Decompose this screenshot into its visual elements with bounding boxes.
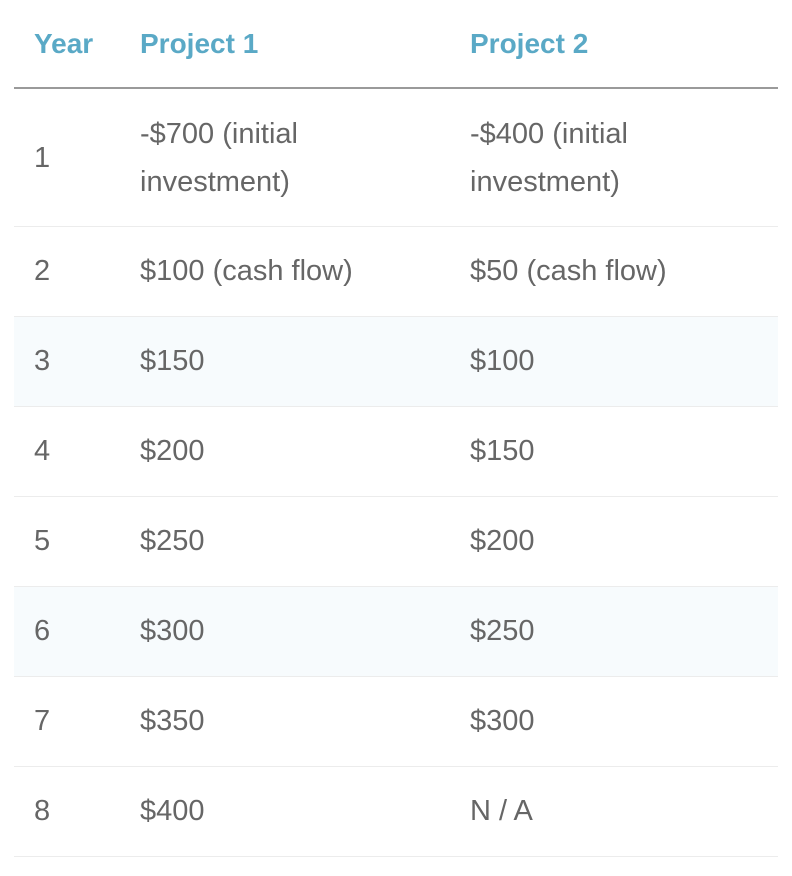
year-cell: 3 bbox=[14, 316, 126, 407]
table-row: 2 $100 (cash flow) $50 (cash flow) bbox=[14, 226, 778, 317]
table-row: 6 $300 $250 bbox=[14, 586, 778, 677]
project-1-cell: $100 (cash flow) bbox=[126, 226, 456, 317]
table-body: 1 -$700 (initial investment) -$400 (init… bbox=[14, 88, 778, 857]
project-1-cell: $250 bbox=[126, 496, 456, 587]
year-cell: 6 bbox=[14, 586, 126, 677]
table-row: 3 $150 $100 bbox=[14, 316, 778, 407]
project-2-cell: $150 bbox=[456, 406, 778, 497]
project-1-cell: -$700 (initial investment) bbox=[126, 88, 456, 227]
project-2-cell: $200 bbox=[456, 496, 778, 587]
project-1-cell: $300 bbox=[126, 586, 456, 677]
year-cell: 5 bbox=[14, 496, 126, 587]
column-header-project-2: Project 2 bbox=[456, 0, 778, 89]
table-row: 1 -$700 (initial investment) -$400 (init… bbox=[14, 88, 778, 227]
project-2-cell: -$400 (initial investment) bbox=[456, 88, 778, 227]
column-header-project-1: Project 1 bbox=[126, 0, 456, 89]
project-2-cell: $100 bbox=[456, 316, 778, 407]
project-2-value: -$400 (initial investment) bbox=[470, 118, 628, 199]
table-row: 8 $400 N / A bbox=[14, 766, 778, 857]
table-row: 5 $250 $200 bbox=[14, 496, 778, 587]
project-1-cell: $350 bbox=[126, 676, 456, 767]
project-1-cell: $400 bbox=[126, 766, 456, 857]
table-row: 7 $350 $300 bbox=[14, 676, 778, 767]
project-2-cell: N / A bbox=[456, 766, 778, 857]
column-header-year: Year bbox=[14, 0, 126, 89]
project-2-cell: $250 bbox=[456, 586, 778, 677]
project-2-cell: $300 bbox=[456, 676, 778, 767]
project-1-value: -$700 (initial investment) bbox=[140, 118, 298, 199]
year-cell: 1 bbox=[14, 88, 126, 227]
year-cell: 2 bbox=[14, 226, 126, 317]
table-header: Year Project 1 Project 2 bbox=[14, 0, 778, 89]
year-cell: 7 bbox=[14, 676, 126, 767]
project-2-cell: $50 (cash flow) bbox=[456, 226, 778, 317]
project-1-cell: $200 bbox=[126, 406, 456, 497]
header-row: Year Project 1 Project 2 bbox=[14, 0, 778, 89]
year-cell: 8 bbox=[14, 766, 126, 857]
project-1-cell: $150 bbox=[126, 316, 456, 407]
cash-flow-table-container: Year Project 1 Project 2 1 -$700 (initia… bbox=[14, 0, 778, 857]
table-row: 4 $200 $150 bbox=[14, 406, 778, 497]
year-cell: 4 bbox=[14, 406, 126, 497]
cash-flow-table: Year Project 1 Project 2 1 -$700 (initia… bbox=[14, 0, 778, 857]
